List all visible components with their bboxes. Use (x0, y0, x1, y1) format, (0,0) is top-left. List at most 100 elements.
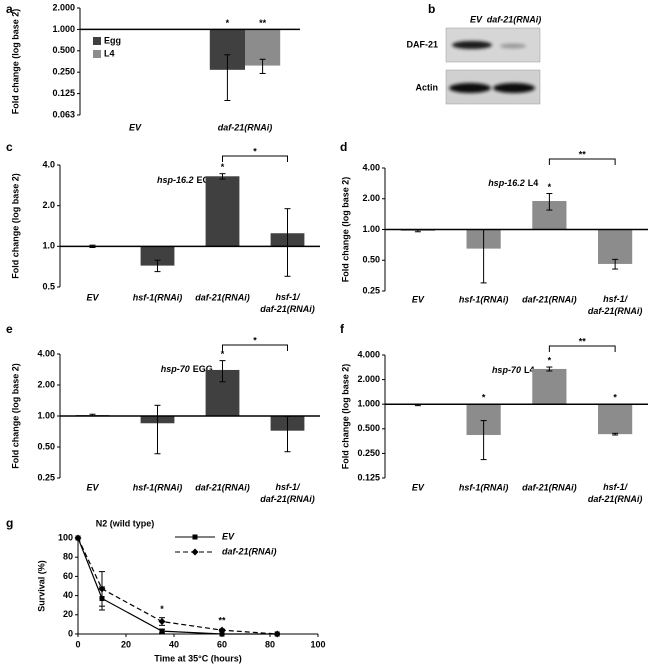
y-tick-label: 0.25 (362, 285, 380, 295)
panel-letter: g (6, 516, 13, 530)
legend-label: EV (222, 531, 235, 541)
row-label: DAF-21 (406, 39, 438, 49)
y-axis-title: Fold change (log base 2) (10, 9, 20, 115)
x-tick-label: 40 (169, 639, 179, 649)
y-tick-label: 0.50 (37, 441, 55, 451)
panel-letter: d (340, 140, 347, 154)
comparison-bracket (548, 158, 616, 165)
panel-title: hsp-70 EGG (161, 364, 213, 374)
blot-band (500, 43, 526, 49)
error-bar (284, 208, 291, 277)
x-tick-label: daf-21(RNAi) (195, 292, 250, 302)
error-bar (480, 420, 487, 461)
y-tick-label: 0.25 (37, 472, 55, 482)
x-tick-label: daf-21(RNAi) (522, 294, 577, 304)
comparison-label: ** (579, 149, 587, 159)
y-tick-label: 1.0 (42, 241, 55, 251)
marker (74, 534, 82, 542)
blot-band (452, 41, 492, 49)
marker (192, 534, 198, 540)
y-tick-label: 0.500 (357, 423, 380, 433)
x-tick-label: 20 (121, 639, 131, 649)
blot-band (449, 83, 491, 93)
significance: * (548, 355, 552, 365)
y-tick-label: 60 (63, 571, 73, 581)
y-tick-label: 0.125 (357, 472, 380, 482)
panel-title: hsp-16.2 L4 (488, 178, 538, 188)
x-tick-label: daf-21(RNAi) (522, 482, 577, 492)
marker (219, 631, 225, 637)
legend-swatch (93, 37, 101, 45)
y-axis-title: Fold change (log base 2) (340, 177, 350, 283)
panel-title: N2 (wild type) (96, 518, 155, 528)
x-tick-label: hsf-1(RNAi) (459, 294, 509, 304)
x-tick-label: daf-21(RNAi) (218, 122, 273, 132)
marker (218, 626, 226, 634)
title-stage: EGG (193, 364, 213, 374)
y-tick-label: 20 (63, 609, 73, 619)
blot-band (493, 83, 535, 93)
y-tick-label: 2.00 (37, 379, 55, 389)
y-tick-label: 4.00 (37, 348, 55, 358)
title-gene: hsp-70 (492, 365, 521, 375)
panel-letter: f (340, 322, 345, 336)
y-axis-title: Fold change (log base 2) (10, 363, 20, 469)
marker (98, 585, 106, 593)
x-tick-label: hsf-1(RNAi) (133, 482, 183, 492)
x-tick-label: EV (86, 482, 99, 492)
x-axis-title: Time at 35°C (hours) (154, 653, 241, 663)
x-tick-label: hsf-1/daf-21(RNAi) (588, 294, 643, 316)
marker (273, 630, 281, 638)
x-tick-label: 80 (265, 639, 275, 649)
significance: * (221, 349, 225, 359)
y-tick-label: 1.00 (37, 410, 55, 420)
y-tick-label: 0 (68, 628, 73, 638)
y-tick-label: 80 (63, 552, 73, 562)
legend-label: L4 (104, 48, 115, 58)
x-tick-label: hsf-1/daf-21(RNAi) (260, 482, 315, 504)
y-tick-label: 40 (63, 590, 73, 600)
legend-label: Egg (104, 35, 121, 45)
comparison-bracket (548, 345, 616, 352)
bar (532, 368, 567, 405)
y-tick-label: 0.125 (52, 88, 75, 98)
y-tick-label: 4.000 (357, 349, 380, 359)
error-bar (154, 404, 161, 455)
error-bar (219, 360, 226, 383)
y-tick-label: 0.250 (52, 67, 75, 77)
x-tick-label: EV (86, 292, 99, 302)
x-tick-label: hsf-1(RNAi) (459, 482, 509, 492)
comparison-bracket (222, 155, 288, 162)
y-tick-label: 2.0 (42, 200, 55, 210)
title-gene: hsp-70 (161, 364, 190, 374)
legend-swatch (93, 50, 101, 58)
significance: * (613, 393, 617, 403)
bar (598, 404, 633, 435)
western-blot: b EV daf-21(RNAi) DAF-21 Actin (406, 2, 542, 105)
significance: ** (218, 616, 226, 626)
row-label: Actin (416, 82, 439, 92)
bar (140, 246, 175, 266)
x-tick-label: 0 (75, 639, 80, 649)
x-tick-label: hsf-1/daf-21(RNAi) (588, 482, 643, 504)
error-bar (612, 258, 619, 270)
x-tick-label: hsf-1(RNAi) (133, 292, 183, 302)
y-tick-label: 0.5 (42, 281, 55, 291)
error-bar (546, 193, 553, 211)
panel-letter: c (6, 140, 13, 154)
comparison-label: * (253, 146, 257, 156)
title-gene: hsp-16.2 (488, 178, 525, 188)
significance: * (482, 393, 486, 403)
lane-label: daf-21(RNAi) (487, 14, 542, 24)
error-bar (154, 259, 161, 273)
significance: * (548, 182, 552, 192)
y-tick-label: 1.00 (362, 224, 380, 234)
y-tick-label: 1.000 (52, 24, 75, 34)
y-tick-label: 1.000 (357, 399, 380, 409)
marker (159, 628, 165, 634)
comparison-label: ** (579, 336, 587, 346)
significance: * (160, 604, 164, 614)
y-tick-label: 2.000 (52, 2, 75, 12)
y-tick-label: 100 (58, 532, 73, 542)
